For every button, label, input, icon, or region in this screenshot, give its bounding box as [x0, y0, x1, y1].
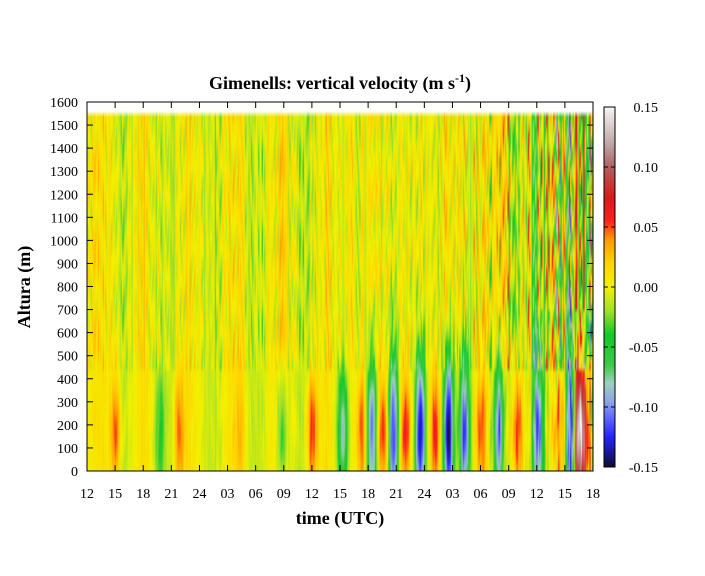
x-tick-label: 18: [586, 487, 600, 502]
colorbar-tick-label: 0.05: [634, 221, 659, 236]
x-tick-label: 15: [108, 487, 122, 502]
x-tick-label: 24: [417, 487, 431, 502]
y-tick-label: 1400: [50, 142, 78, 157]
y-tick-label: 1500: [50, 119, 78, 134]
x-tick-label: 18: [136, 487, 150, 502]
title-suffix: ): [465, 73, 471, 94]
x-tick-label: 03: [445, 487, 459, 502]
y-tick-label: 1200: [50, 188, 78, 203]
x-tick-label: 06: [249, 487, 263, 502]
x-axis: 12 15 18 21 24 03 06 09 12 15 18 21 24 03 06 09 12 15 18: [80, 102, 600, 502]
y-tick-label: 1000: [50, 234, 78, 249]
chart-title: Gimenells: vertical velocity (m s-1): [209, 71, 471, 94]
y-tick-label: 0: [71, 465, 78, 480]
y-tick-label: 100: [57, 442, 78, 457]
y-tick-label: 800: [57, 281, 78, 296]
x-tick-label: 03: [221, 487, 235, 502]
y-tick-label: 1300: [50, 165, 78, 180]
x-tick-label: 12: [305, 487, 319, 502]
x-tick-label: 12: [530, 487, 544, 502]
x-tick-label: 09: [502, 487, 516, 502]
y-tick-label: 500: [57, 350, 78, 365]
y-tick-label: 300: [57, 396, 78, 411]
y-tick-label: 900: [57, 257, 78, 272]
x-tick-label: 21: [389, 487, 403, 502]
y-axis-label: Altura (m): [14, 246, 35, 328]
x-tick-label: 15: [333, 487, 347, 502]
colorbar-tick-label: 0.15: [634, 101, 659, 116]
y-tick-label: 1100: [51, 211, 78, 226]
heatmap-image: [87, 102, 593, 471]
y-tick-label: 700: [57, 304, 78, 319]
colorbar: 0.15 0.10 0.05 0.00 -0.05 -0.10 -0.15: [603, 101, 659, 476]
x-tick-label: 18: [361, 487, 375, 502]
x-axis-label: time (UTC): [296, 508, 384, 529]
x-tick-label: 24: [192, 487, 206, 502]
colorbar-tick-label: 0.10: [634, 161, 659, 176]
colorbar-tick-label: -0.05: [629, 341, 658, 356]
y-tick-label: 400: [57, 373, 78, 388]
x-tick-label: 15: [558, 487, 572, 502]
heatmap-field: [87, 102, 593, 471]
x-tick-label: 06: [474, 487, 488, 502]
x-tick-label: 12: [80, 487, 94, 502]
y-axis: 0 100 200 300 400 500 600 700 800 900 1000 1100 1200…: [50, 96, 593, 480]
y-tick-label: 1600: [50, 96, 78, 111]
y-tick-label: 600: [57, 327, 78, 342]
x-tick-label: 09: [277, 487, 291, 502]
colorbar-tick-label: 0.00: [634, 281, 659, 296]
colorbar-tick-label: -0.10: [629, 401, 658, 416]
x-tick-label: 21: [164, 487, 178, 502]
y-tick-label: 200: [57, 419, 78, 434]
colorbar-tick-label: -0.15: [629, 461, 658, 476]
title-superscript: -1: [455, 71, 465, 85]
